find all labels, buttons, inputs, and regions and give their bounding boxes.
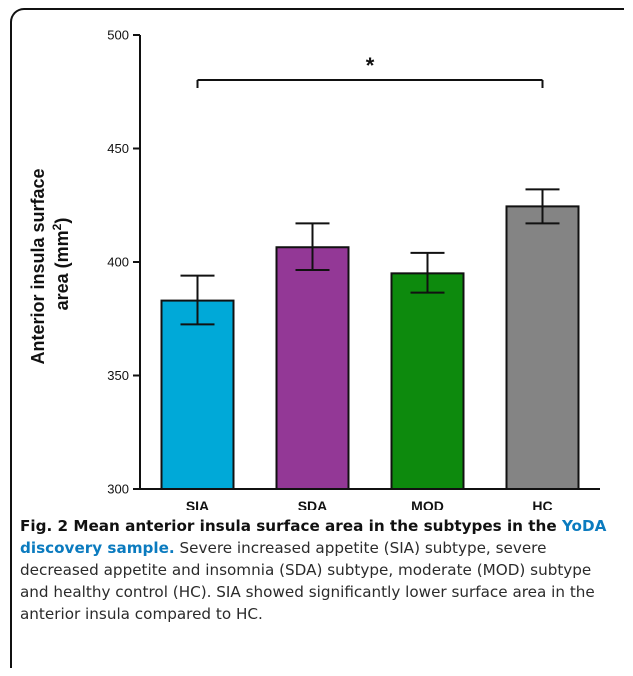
- caption-body: Severe increased appetite (SIA) subtype,…: [20, 539, 595, 623]
- x-tick-label: HC: [532, 498, 552, 510]
- y-tick-label: 350: [107, 368, 129, 383]
- bar-sia: [160, 299, 235, 490]
- caption-title: Fig. 2 Mean anterior insula surface area…: [20, 517, 607, 557]
- bar-mod: [390, 272, 465, 490]
- error-bars: [180, 188, 560, 326]
- bars: [160, 205, 580, 490]
- significance-marker: *: [366, 53, 375, 78]
- x-tick-label: SDA: [298, 498, 328, 510]
- y-axis: 300 350 400 450 500: [107, 28, 141, 497]
- bar-sda: [275, 246, 350, 490]
- y-axis-label: Anterior insula surface area (mm2): [28, 163, 72, 364]
- bar-chart: 300 350 400 450 500 SIA SDA MOD HC * Anterior i…: [28, 28, 600, 510]
- x-tick-label: SIA: [186, 498, 209, 510]
- y-tick-label: 400: [107, 255, 129, 270]
- y-tick-label: 500: [107, 28, 129, 43]
- y-tick-label: 300: [107, 482, 129, 497]
- significance-bracket: *: [196, 53, 544, 88]
- x-axis: SIA SDA MOD HC: [139, 488, 600, 510]
- y-tick-label: 450: [107, 141, 129, 156]
- figure-frame: [10, 8, 624, 668]
- figure-caption: Fig. 2 Mean anterior insula surface area…: [20, 515, 618, 625]
- x-tick-label: MOD: [411, 498, 444, 510]
- bar-hc: [505, 205, 580, 490]
